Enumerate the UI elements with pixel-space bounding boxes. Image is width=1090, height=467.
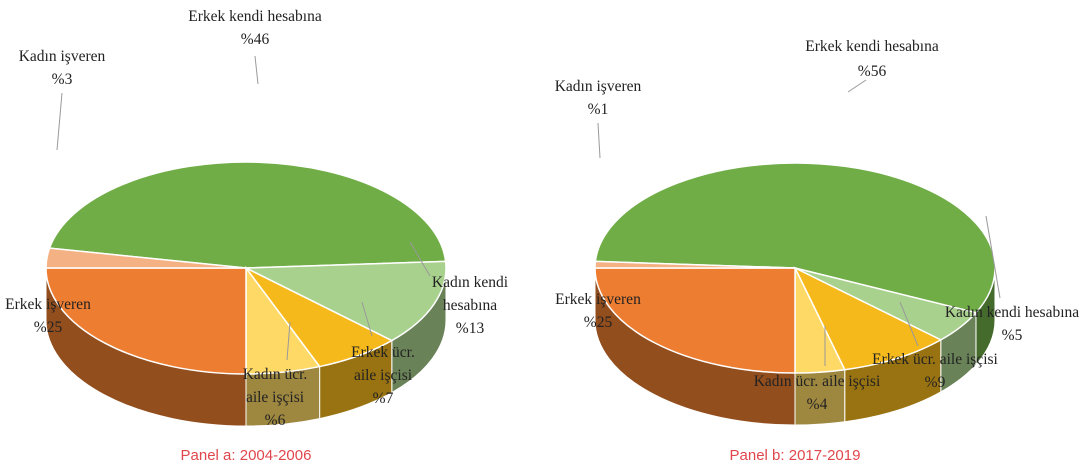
pie-slice (45, 247, 247, 269)
pie-slice (245, 260, 447, 342)
leader-line (899, 301, 919, 347)
pie-slice (48, 161, 447, 269)
leader-line (286, 321, 291, 361)
slice-value-label: %9 (924, 374, 946, 391)
slice-label: Kadın kendi hesabına (431, 274, 509, 314)
slice-value-label: %56 (857, 63, 887, 80)
slice-value-label: %3 (51, 71, 73, 88)
leader-line (597, 122, 601, 159)
slice-label: Erkek kendi hesabına (188, 8, 322, 25)
pie-slice (594, 162, 996, 314)
slice-label: Erkek ücr. aile işçisi (351, 344, 415, 384)
slice-value-label: %5 (1001, 327, 1023, 344)
slice-label: Kadın ücr. aile işçisi (242, 366, 308, 406)
slice-value-label: %46 (240, 31, 270, 48)
slice-value-label: %6 (264, 412, 286, 429)
slice-value-label: %4 (806, 396, 828, 413)
slice-label: Erkek işveren (555, 291, 641, 308)
pie-slice (45, 267, 247, 375)
slice-label: Erkek işveren (5, 296, 91, 313)
slice-label: Erkek kendi hesabına (805, 38, 939, 55)
slice-label: Kadın işveren (18, 48, 106, 65)
slice-value-label: %7 (372, 390, 394, 407)
panel-caption: Panel a: 2004-2006 (180, 447, 312, 464)
pie-slice (793, 266, 943, 371)
pie-slice (594, 260, 796, 269)
slice-label: Kadın kendi hesabına (944, 304, 1080, 321)
leader-line (409, 241, 431, 277)
leader-line (847, 79, 867, 93)
slice-value-label: %1 (587, 101, 609, 118)
slice-label: Erkek ücr. aile işçisi (872, 351, 998, 368)
slice-value-label: %13 (455, 320, 485, 337)
slice-value-label: %25 (33, 319, 63, 336)
slice-label: Kadın ücr. aile işçisi (753, 373, 881, 390)
leader-line (361, 301, 373, 337)
leader-line (254, 55, 259, 85)
leader-line (56, 92, 63, 151)
panel-caption: Panel b: 2017-2019 (729, 447, 861, 464)
leader-line (985, 215, 1001, 299)
pie-slice (594, 267, 796, 374)
slice-value-label: %25 (583, 314, 613, 331)
slice-label: Kadın işveren (554, 78, 642, 95)
